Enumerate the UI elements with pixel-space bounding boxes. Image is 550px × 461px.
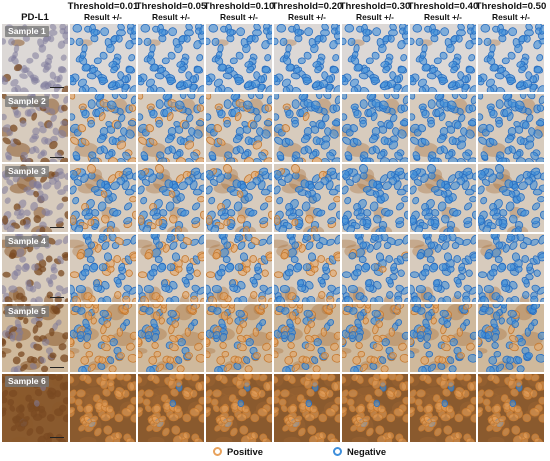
result-image <box>342 94 408 162</box>
result-image <box>138 94 204 162</box>
result-image <box>342 164 408 232</box>
threshold-header: Threshold=0.50 <box>475 1 547 12</box>
sample-label: Sample 3 <box>5 166 49 177</box>
result-image <box>410 374 476 442</box>
legend-negative: Negative <box>333 446 386 457</box>
result-image <box>70 94 136 162</box>
pd-l1-image: Sample 4 <box>2 234 68 302</box>
result-image <box>70 24 136 92</box>
result-header: Result +/- <box>492 12 530 22</box>
legend-positive-label: Positive <box>227 446 263 457</box>
threshold-header: Threshold=0.40 <box>407 1 479 12</box>
legend-positive: Positive <box>213 446 263 457</box>
pd-l1-header: PD-L1 <box>21 12 49 23</box>
result-image <box>478 24 544 92</box>
threshold-header: Threshold=0.30 <box>339 1 411 12</box>
sample-label: Sample 2 <box>5 96 49 107</box>
result-image <box>206 234 272 302</box>
result-header: Result +/- <box>356 12 394 22</box>
result-image <box>274 304 340 372</box>
sample-label: Sample 5 <box>5 306 49 317</box>
pd-l1-image: Sample 2 <box>2 94 68 162</box>
result-header: Result +/- <box>424 12 462 22</box>
result-image <box>410 94 476 162</box>
result-image <box>138 234 204 302</box>
sample-label: Sample 6 <box>5 376 49 387</box>
result-image <box>478 374 544 442</box>
sample-label: Sample 1 <box>5 26 49 37</box>
scale-bar <box>50 360 64 368</box>
pd-l1-image: Sample 5 <box>2 304 68 372</box>
result-image <box>410 304 476 372</box>
pd-l1-image: Sample 1 <box>2 24 68 92</box>
result-image <box>274 234 340 302</box>
result-image <box>478 94 544 162</box>
result-image <box>410 234 476 302</box>
result-image <box>478 164 544 232</box>
result-image <box>138 164 204 232</box>
result-image <box>342 304 408 372</box>
threshold-header: Threshold=0.05 <box>135 1 207 12</box>
result-image <box>206 164 272 232</box>
result-image <box>478 304 544 372</box>
threshold-header: Threshold=0.20 <box>271 1 343 12</box>
result-image <box>206 24 272 92</box>
result-image <box>410 164 476 232</box>
threshold-header: Threshold=0.01 <box>67 1 139 12</box>
result-image <box>70 304 136 372</box>
result-image <box>206 374 272 442</box>
result-header: Result +/- <box>84 12 122 22</box>
result-image <box>274 94 340 162</box>
sample-label: Sample 4 <box>5 236 49 247</box>
result-image <box>478 234 544 302</box>
result-image <box>342 374 408 442</box>
legend: Positive Negative <box>0 446 550 460</box>
result-image <box>274 374 340 442</box>
result-image <box>70 374 136 442</box>
result-image <box>410 24 476 92</box>
result-image <box>70 234 136 302</box>
result-image <box>138 374 204 442</box>
threshold-header: Threshold=0.10 <box>203 1 275 12</box>
result-header: Result +/- <box>220 12 258 22</box>
result-image <box>206 94 272 162</box>
pd-l1-image: Sample 6 <box>2 374 68 442</box>
legend-negative-label: Negative <box>347 446 387 457</box>
result-image <box>138 304 204 372</box>
result-image <box>274 24 340 92</box>
positive-ring-icon <box>213 447 222 456</box>
pd-l1-image: Sample 3 <box>2 164 68 232</box>
result-header: Result +/- <box>152 12 190 22</box>
scale-bar <box>50 430 64 438</box>
negative-ring-icon <box>333 447 342 456</box>
result-image <box>206 304 272 372</box>
scale-bar <box>50 220 64 228</box>
result-image <box>342 24 408 92</box>
scale-bar <box>50 80 64 88</box>
scale-bar <box>50 150 64 158</box>
result-image <box>342 234 408 302</box>
result-image <box>70 164 136 232</box>
result-image <box>274 164 340 232</box>
result-image <box>138 24 204 92</box>
scale-bar <box>50 290 64 298</box>
result-header: Result +/- <box>288 12 326 22</box>
